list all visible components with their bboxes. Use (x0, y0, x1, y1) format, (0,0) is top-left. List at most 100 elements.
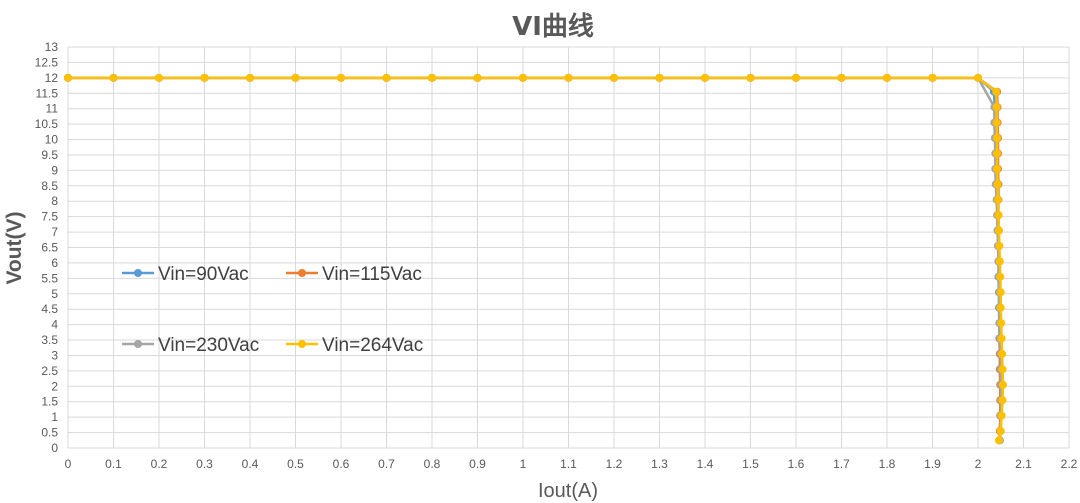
data-point (994, 195, 1003, 204)
data-point (428, 73, 436, 82)
y-tick-label: 11.5 (36, 86, 59, 100)
chart-title: VI曲线 (512, 12, 594, 42)
data-point (246, 73, 254, 82)
x-tick-label: 1.2 (606, 457, 623, 471)
data-point (994, 226, 1003, 235)
data-point (992, 87, 1001, 96)
data-point (993, 164, 1002, 173)
y-tick-label: 5.5 (41, 271, 58, 285)
data-point (998, 365, 1007, 374)
data-point (655, 73, 664, 82)
legend-item: Vin=90Vac (122, 264, 249, 285)
x-tick-label: 0 (65, 457, 72, 471)
x-tick-label: 0.7 (378, 457, 395, 471)
y-tick-label: 0 (51, 441, 58, 455)
y-tick-label: 3.5 (41, 333, 58, 347)
legend-label: Vin=230Vac (158, 335, 259, 356)
legend-swatch-marker (134, 340, 142, 348)
data-point (792, 73, 800, 82)
legend-item: Vin=230Vac (122, 335, 259, 356)
y-tick-label: 8 (51, 194, 58, 208)
y-tick-label: 1.5 (41, 395, 58, 409)
data-point (996, 303, 1005, 312)
data-point (473, 73, 482, 82)
data-point (883, 73, 891, 82)
data-point (994, 436, 1003, 445)
data-point (995, 257, 1004, 266)
data-point (999, 380, 1008, 389)
data-point (996, 288, 1005, 297)
series-vin-264vac (64, 73, 1008, 445)
series-vin-115vac (64, 73, 1005, 445)
data-point (997, 334, 1006, 343)
data-point (200, 73, 209, 82)
data-point (992, 103, 1001, 112)
data-point (993, 134, 1002, 142)
data-point (996, 272, 1005, 281)
y-tick-label: 9.5 (41, 148, 58, 162)
legend-item: Vin=264Vac (286, 335, 423, 356)
data-point (998, 349, 1007, 358)
y-tick-label: 2 (51, 379, 58, 393)
x-tick-label: 1.5 (742, 457, 759, 471)
x-tick-label: 1.4 (697, 457, 714, 471)
x-tick-label: 2 (975, 457, 982, 471)
y-tick-label: 6.5 (41, 241, 58, 255)
x-tick-label: 1 (520, 457, 527, 471)
data-point (564, 73, 573, 82)
legend-swatch-marker (298, 340, 306, 348)
y-tick-label: 6 (51, 256, 58, 270)
series-vin-230vac (64, 73, 1006, 445)
y-tick-label: 13 (45, 40, 59, 54)
data-point (998, 396, 1007, 405)
data-point (155, 73, 163, 82)
x-tick-label: 0.5 (287, 457, 304, 471)
data-point (974, 73, 982, 82)
y-axis-ticks: 00.5 11.5 22.5 33.54 4.55 5.566.5 77.5 88.5 99.5… (35, 40, 59, 455)
x-tick-label: 1.7 (833, 457, 850, 471)
series-vin-90vac (64, 73, 1005, 445)
data-point (993, 180, 1002, 189)
x-tick-label: 2.2 (1061, 457, 1078, 471)
data-point (519, 73, 527, 82)
legend-swatch-marker (134, 269, 142, 277)
data-point (992, 118, 1001, 127)
series-layer (64, 73, 1008, 445)
y-tick-label: 4.5 (41, 302, 58, 316)
legend: Vin=90Vac Vin=115Vac Vin=230Vac Vin=264Vac (122, 264, 423, 356)
x-tick-label: 1.9 (924, 457, 941, 471)
x-tick-label: 0.3 (196, 457, 213, 471)
y-tick-label: 10.5 (35, 117, 59, 131)
y-tick-label: 7 (51, 225, 58, 239)
y-tick-label: 5 (51, 287, 58, 301)
y-tick-label: 9 (51, 163, 58, 177)
legend-swatch-marker (298, 269, 306, 277)
x-tick-label: 2.1 (1015, 457, 1032, 471)
data-point (701, 73, 709, 82)
legend-label: Vin=90Vac (158, 264, 249, 285)
y-tick-label: 11 (46, 102, 59, 116)
grid-lines (67, 46, 1070, 449)
x-tick-label: 0.1 (105, 457, 122, 471)
y-tick-label: 2.5 (41, 364, 58, 378)
data-point (837, 73, 846, 82)
data-point (995, 241, 1004, 250)
data-point (382, 73, 391, 82)
data-point (997, 411, 1006, 420)
y-tick-label: 0.5 (41, 426, 58, 440)
x-tick-label: 1.8 (879, 457, 896, 471)
y-axis-label: Vout(V) (3, 211, 26, 284)
y-tick-label: 7.5 (41, 210, 58, 224)
x-axis-ticks: 0 0.1 0.2 0.3 0.4 0.5 0.6 0.7 0.8 0.9 1 1.1 1.2 1.3 1.… (65, 457, 1078, 471)
legend-label: Vin=264Vac (322, 335, 423, 356)
data-point (64, 73, 72, 82)
data-point (997, 319, 1006, 328)
y-tick-label: 4 (51, 318, 58, 332)
x-tick-label: 1.1 (560, 457, 577, 471)
legend-item: Vin=115Vac (286, 264, 422, 285)
y-tick-label: 8.5 (41, 179, 58, 193)
x-tick-label: 0.8 (424, 457, 441, 471)
legend-label: Vin=115Vac (322, 264, 422, 285)
x-tick-label: 0.2 (151, 457, 168, 471)
